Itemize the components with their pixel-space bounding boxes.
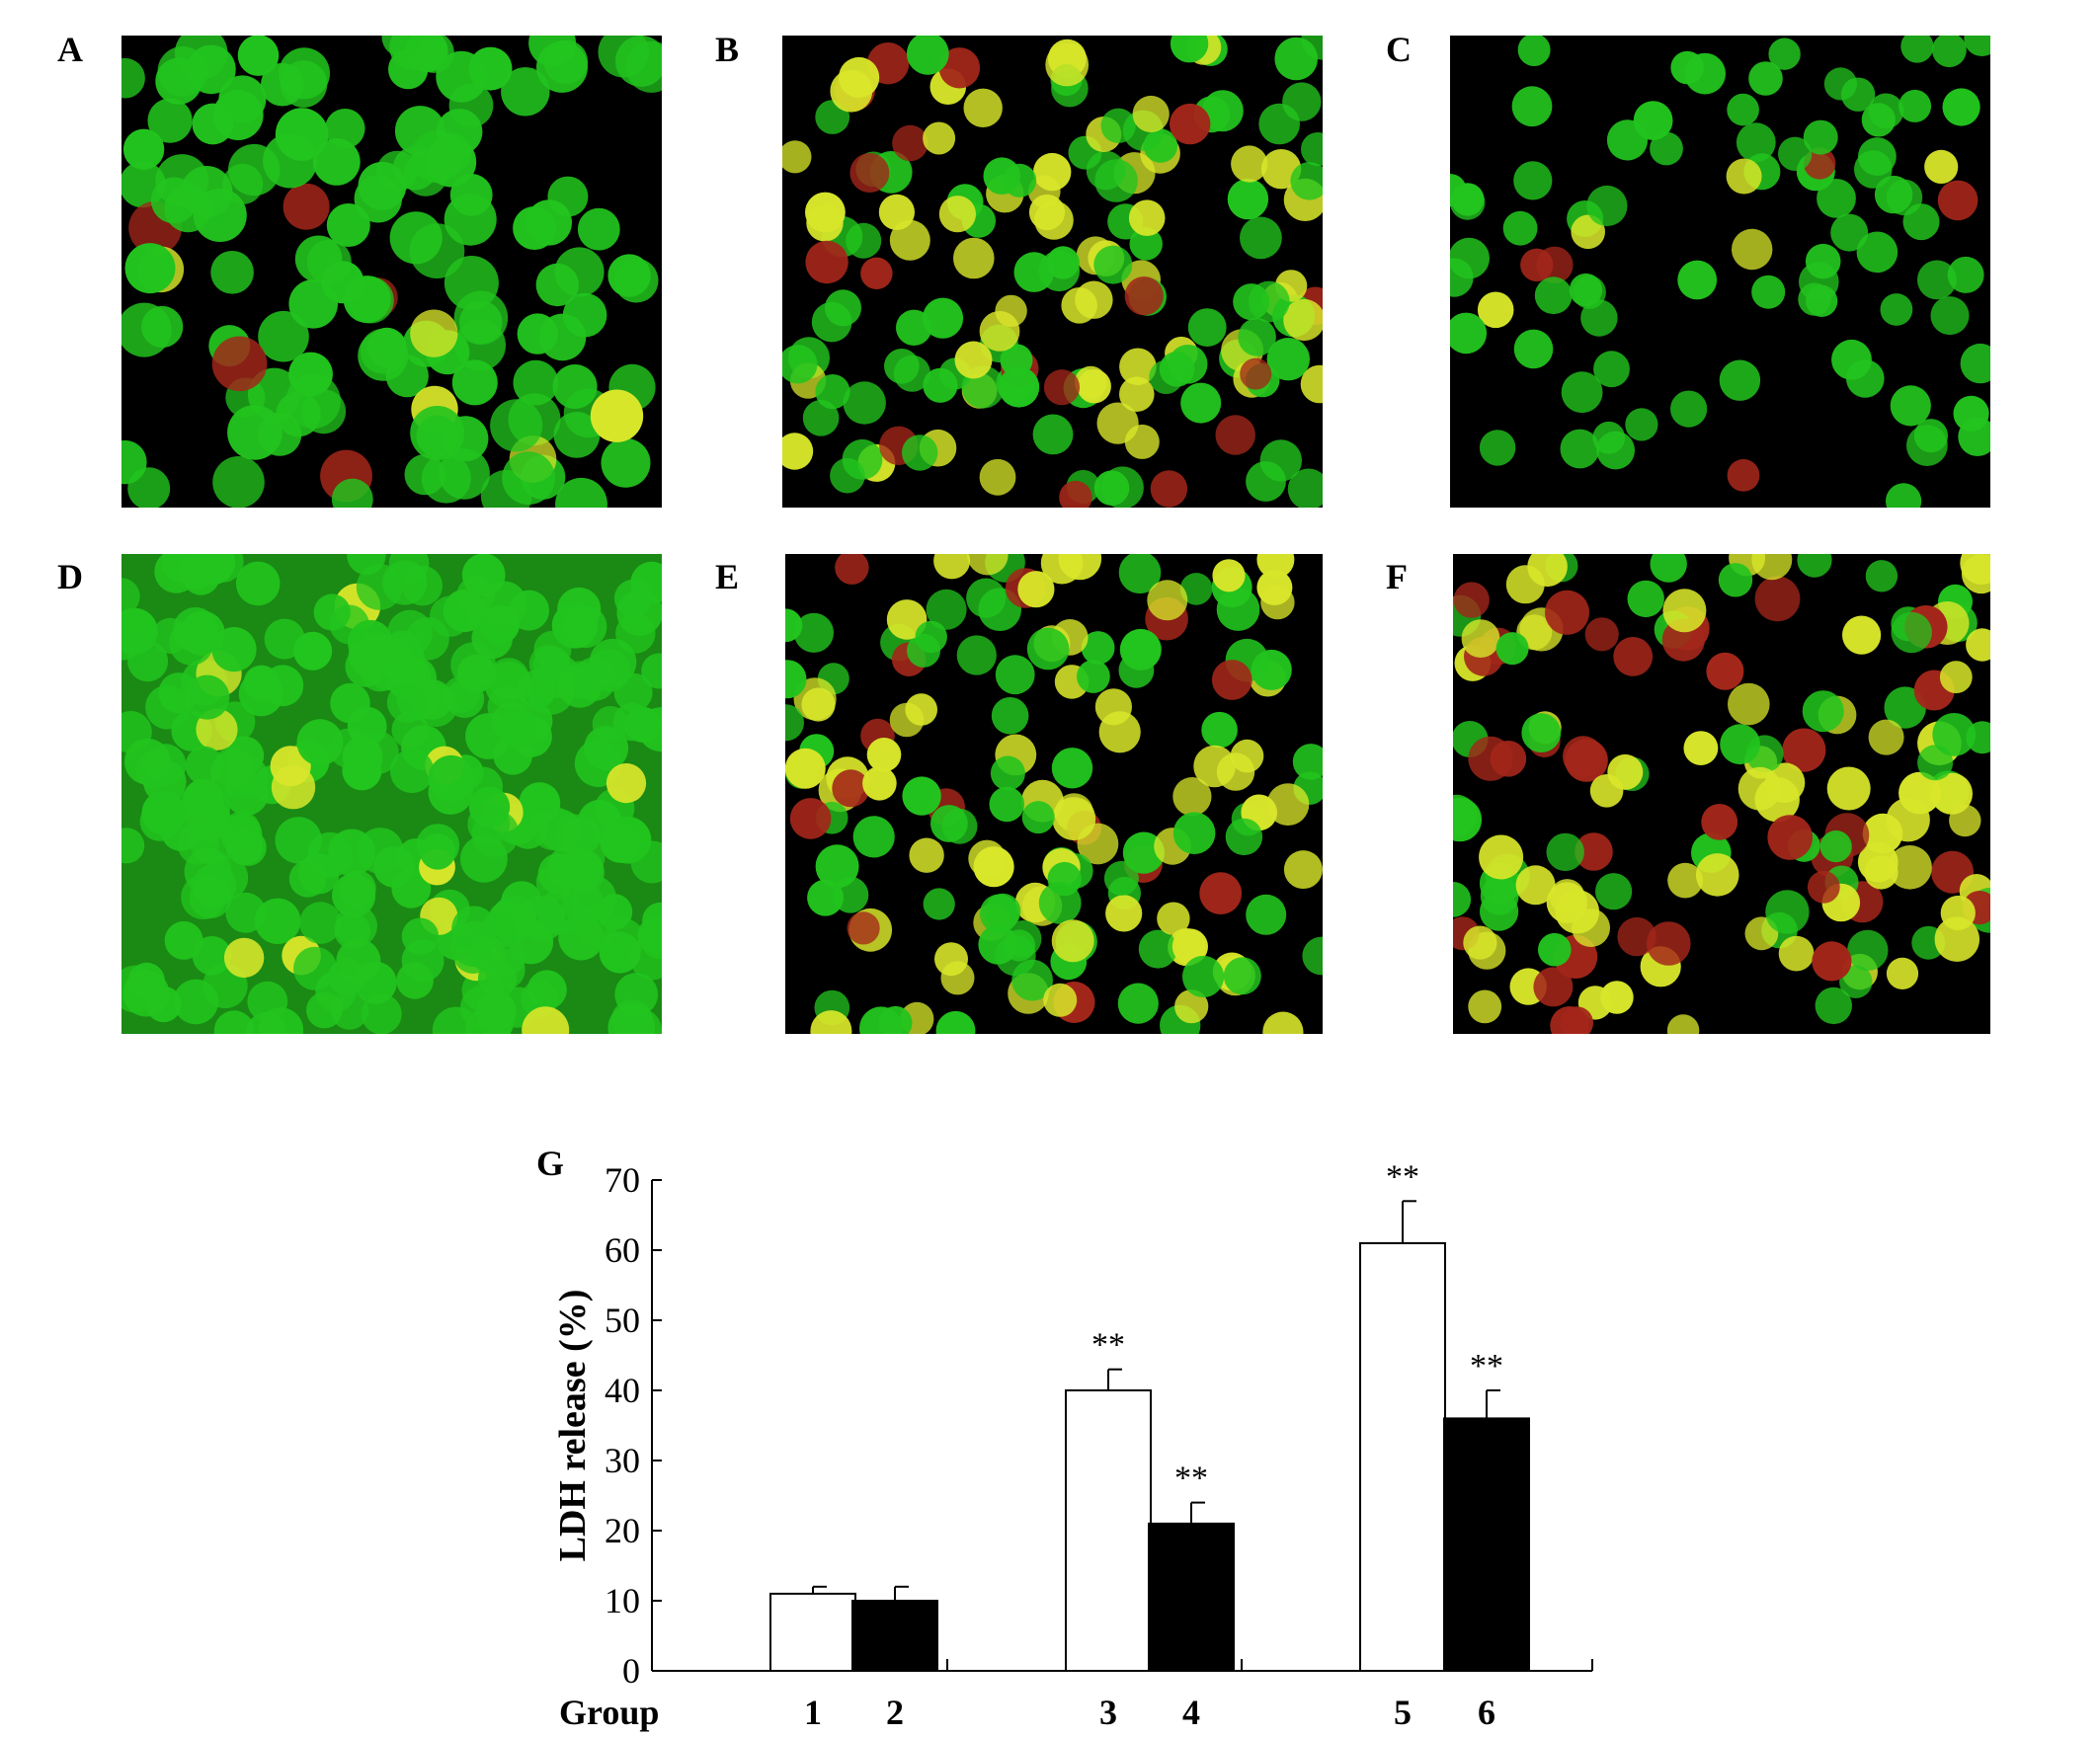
bar-group-1 (769, 1592, 856, 1672)
bar-group-6 (1443, 1417, 1530, 1672)
bar-group-2 (851, 1600, 938, 1672)
y-axis-title: LDH release (%) (552, 1290, 594, 1562)
panel-label-d: D (57, 557, 83, 596)
micrograph-f (1453, 554, 1990, 1034)
panel-label-c: C (1386, 30, 1412, 69)
y-tick-label: 30 (605, 1441, 640, 1480)
panel-label-e: E (715, 557, 740, 596)
significance-marker: ** (1386, 1158, 1419, 1195)
micrograph-e (785, 554, 1323, 1034)
panel-label-b: B (715, 30, 740, 69)
x-tick-label: 4 (1182, 1693, 1200, 1732)
significance-marker: ** (1174, 1461, 1208, 1497)
significance-marker: ** (1470, 1348, 1503, 1384)
y-tick-label: 50 (605, 1301, 640, 1340)
y-tick-label: 60 (605, 1230, 640, 1270)
x-tick-label: 1 (804, 1693, 822, 1732)
y-tick-label: 10 (605, 1581, 640, 1620)
x-tick-label: 3 (1099, 1693, 1117, 1732)
micrograph-d (121, 554, 662, 1034)
x-tick-label: 6 (1478, 1693, 1495, 1732)
micrograph-b (782, 36, 1323, 508)
micrograph-c (1450, 36, 1990, 508)
micrograph-a (121, 36, 662, 508)
significance-marker: ** (1091, 1327, 1125, 1364)
x-tick-label: 2 (886, 1693, 904, 1732)
y-tick-label: 70 (605, 1160, 640, 1200)
x-tick-label: 5 (1394, 1693, 1412, 1732)
panel-label-g: G (536, 1144, 565, 1183)
y-tick-label: 40 (605, 1371, 640, 1410)
y-tick-label: 20 (605, 1511, 640, 1550)
panel-label-f: F (1386, 557, 1408, 596)
x-axis-title: Group (559, 1693, 659, 1732)
y-tick-label: 0 (622, 1651, 640, 1691)
bar-group-3 (1065, 1389, 1152, 1672)
bar-group-4 (1148, 1522, 1235, 1672)
ldh-bar-chart: 0 10 20 30 40 50 60 70 1 2 ** 3 ** 4 ** 5 ** 6 Group LDH re… (552, 1158, 1593, 1732)
panel-label-a: A (57, 30, 83, 69)
bar-group-5 (1359, 1241, 1446, 1673)
